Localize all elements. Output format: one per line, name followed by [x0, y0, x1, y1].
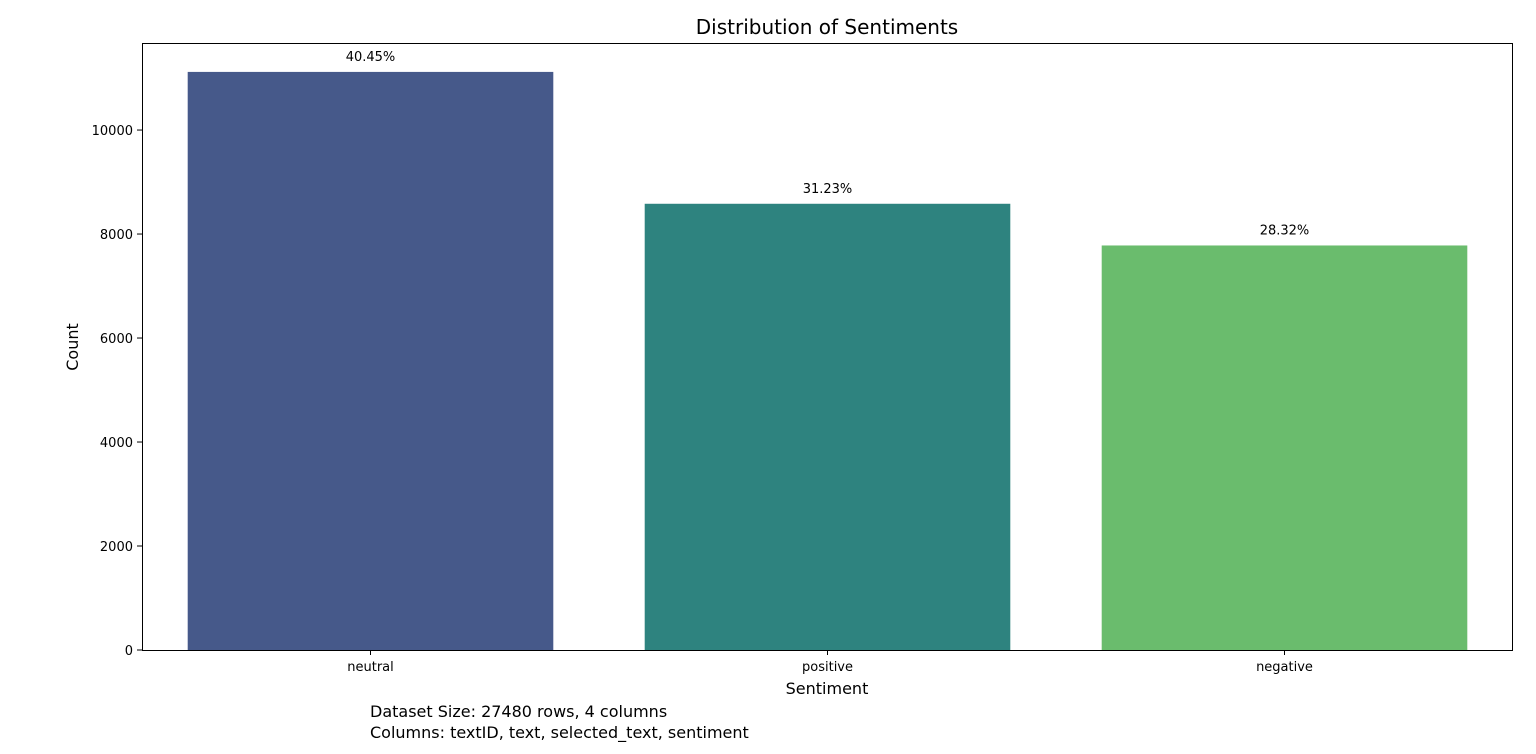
bar-positive	[644, 203, 1011, 650]
columns-note: Columns: textID, text, selected_text, se…	[370, 723, 749, 742]
data-label-positive: 31.23%	[803, 182, 853, 197]
data-label-negative: 28.32%	[1260, 223, 1310, 238]
dataset-size-note: Dataset Size: 27480 rows, 4 columns	[370, 702, 668, 721]
y-tick-label-6000: 6000	[100, 332, 133, 347]
y-tick-label-0: 0	[125, 644, 133, 659]
plot-frame	[142, 43, 1513, 651]
x-tick-label-negative: negative	[1256, 660, 1313, 675]
x-axis-label: Sentiment	[786, 679, 869, 698]
bar-neutral	[187, 71, 554, 650]
y-tick-label-8000: 8000	[100, 228, 133, 243]
data-label-neutral: 40.45%	[346, 50, 396, 65]
bar-negative	[1101, 245, 1468, 650]
plot-area: 40.45% neutral 31.23% positive 28.32% negativ…	[92, 43, 1513, 675]
chart-title: Distribution of Sentiments	[696, 15, 958, 39]
y-axis-label: Count	[63, 323, 82, 371]
x-tick-label-positive: positive	[802, 660, 853, 675]
y-tick-label-4000: 4000	[100, 436, 133, 451]
y-tick-label-2000: 2000	[100, 540, 133, 555]
y-tick-label-10000: 10000	[92, 124, 133, 139]
x-tick-label-neutral: neutral	[347, 660, 394, 675]
